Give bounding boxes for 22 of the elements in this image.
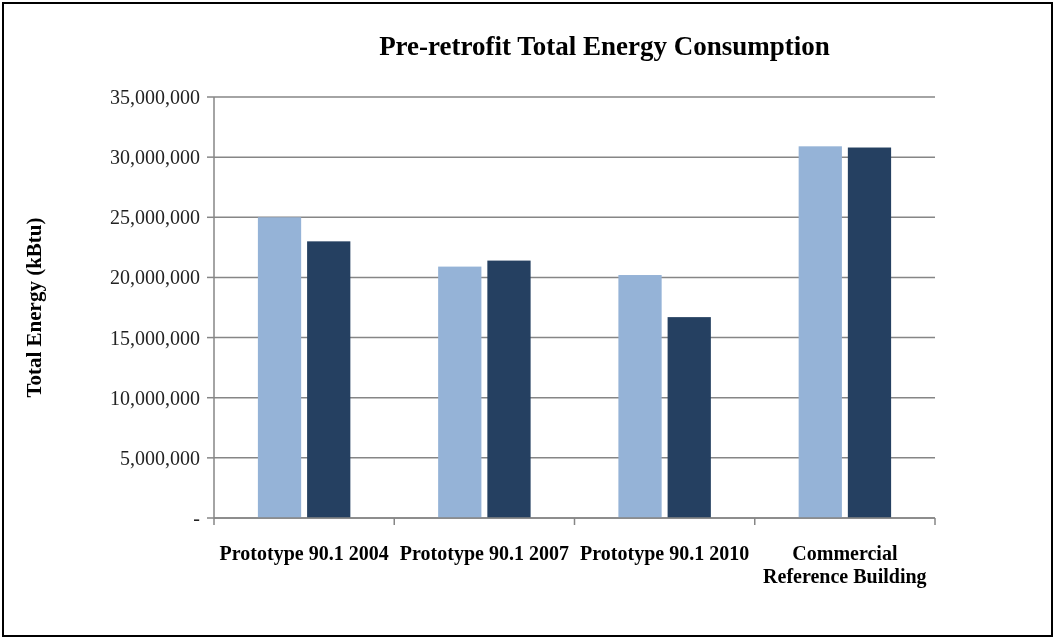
y-tick-label: 15,000,000 — [110, 326, 200, 349]
bar — [847, 147, 892, 518]
bar — [487, 260, 531, 518]
bar — [438, 266, 482, 518]
x-tick-label: Commercial Reference Building — [763, 542, 927, 588]
bar — [257, 217, 302, 518]
y-tick-label: 30,000,000 — [110, 146, 200, 169]
chart-title: Pre-retrofit Total Energy Consumption — [379, 31, 830, 61]
y-tick-label: 10,000,000 — [110, 386, 200, 409]
y-axis-title: Total Energy (kBtu) — [22, 217, 46, 398]
bar — [667, 317, 711, 518]
bar — [798, 146, 842, 518]
y-tick-label: 25,000,000 — [110, 206, 200, 229]
bar — [618, 275, 662, 518]
x-tick-label: Prototype 90.1 2004 — [219, 542, 389, 565]
y-tick-label: 5,000,000 — [120, 446, 200, 469]
y-tick-label: 20,000,000 — [110, 266, 200, 289]
y-tick-label: 35,000,000 — [110, 86, 200, 108]
x-tick-label: Prototype 90.1 2010 — [580, 542, 750, 565]
x-tick-label: Prototype 90.1 2007 — [399, 542, 569, 565]
y-tick-label: - — [193, 507, 200, 529]
bar — [307, 241, 351, 518]
